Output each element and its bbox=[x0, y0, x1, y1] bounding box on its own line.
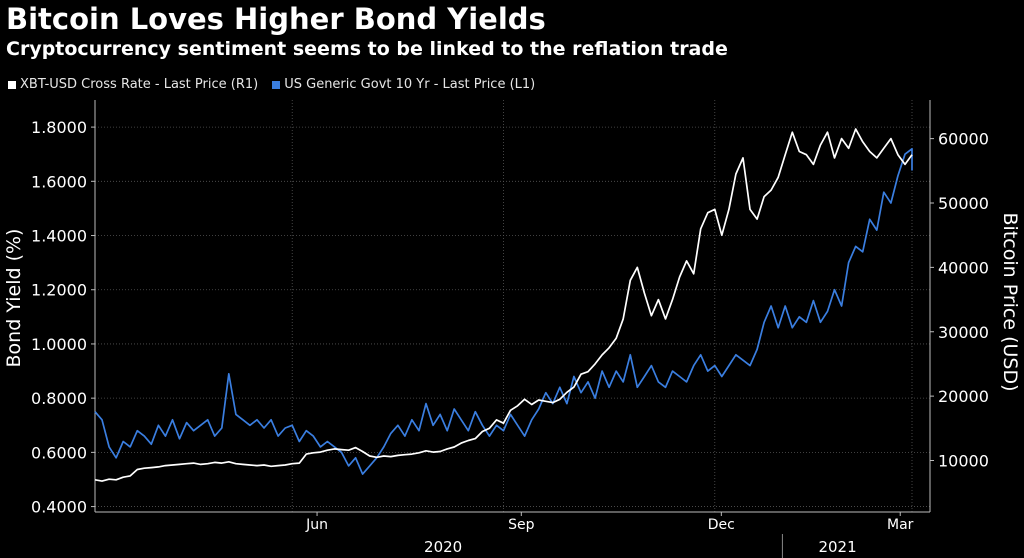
legend: XBT-USD Cross Rate - Last Price (R1) US … bbox=[8, 77, 549, 92]
right-tick-label: 20000 bbox=[938, 387, 989, 406]
x-tick-label-sep: Sep bbox=[508, 517, 535, 533]
right-tick-label: 30000 bbox=[938, 323, 989, 342]
legend-swatch-bitcoin bbox=[8, 80, 16, 89]
left-tick-label: 1.8000 bbox=[31, 118, 87, 137]
right-tick-label: 50000 bbox=[938, 194, 989, 213]
year-label-2020: 2020 bbox=[424, 538, 462, 556]
legend-swatch-bond-yield bbox=[272, 80, 281, 89]
year-label-2021: 2021 bbox=[818, 538, 856, 556]
series-line-bond-yield bbox=[94, 147, 913, 475]
x-tick-label-mar: Mar bbox=[887, 517, 914, 533]
left-tick-label: 1.2000 bbox=[31, 281, 87, 300]
left-tick-label: 1.6000 bbox=[31, 172, 87, 191]
left-tick-label: 1.0000 bbox=[31, 335, 87, 354]
legend-label-bitcoin: XBT-USD Cross Rate - Last Price (R1) bbox=[20, 77, 259, 92]
legend-item-bitcoin: XBT-USD Cross Rate - Last Price (R1) bbox=[8, 77, 258, 92]
left-tick-label: 0.8000 bbox=[31, 389, 87, 408]
left-tick-label: 0.6000 bbox=[31, 443, 87, 462]
right-tick-label: 40000 bbox=[938, 258, 989, 277]
x-tick-label-jun: Jun bbox=[305, 517, 328, 533]
series-line-bitcoin bbox=[94, 128, 913, 482]
left-tick-label: 0.4000 bbox=[31, 498, 87, 517]
x-tick-label-dec: Dec bbox=[708, 517, 735, 533]
left-axis-title: Bond Yield (%) bbox=[3, 229, 25, 368]
chart-title: Bitcoin Loves Higher Bond Yields bbox=[6, 2, 546, 36]
legend-item-bond-yield: US Generic Govt 10 Yr - Last Price (L1) bbox=[272, 77, 535, 92]
legend-label-bond-yield: US Generic Govt 10 Yr - Last Price (L1) bbox=[284, 77, 536, 92]
left-tick-label: 1.4000 bbox=[31, 227, 87, 246]
right-tick-label: 60000 bbox=[938, 130, 989, 149]
right-tick-label: 10000 bbox=[938, 452, 989, 471]
right-axis-title: Bitcoin Price (USD) bbox=[999, 212, 1021, 391]
chart-subtitle: Cryptocurrency sentiment seems to be lin… bbox=[6, 38, 728, 60]
